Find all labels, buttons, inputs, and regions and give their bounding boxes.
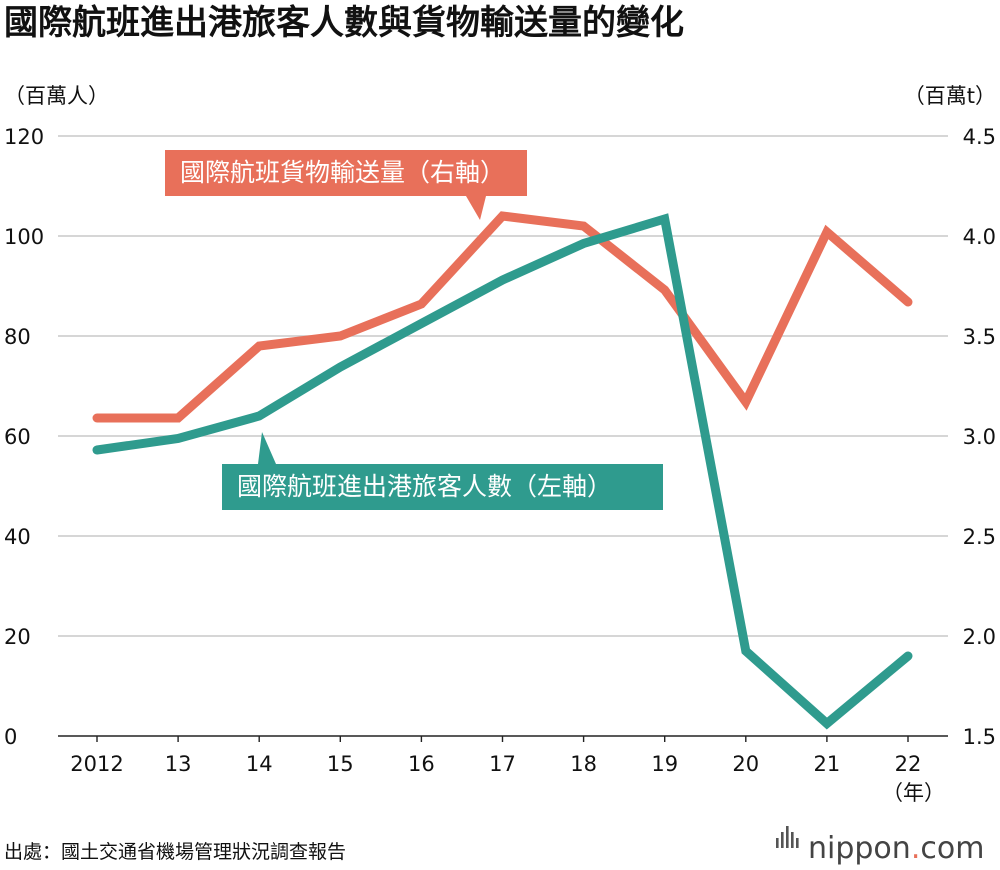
left-tick-label: 60 <box>4 425 31 449</box>
left-axis-ticks: 0 20 40 60 80 100 120 <box>4 125 44 749</box>
right-axis-ticks: 1.5 2.0 2.5 3.0 3.5 4.0 4.5 <box>963 125 996 749</box>
right-tick-label: 2.5 <box>963 525 996 549</box>
right-tick-label: 3.0 <box>963 425 996 449</box>
cargo-callout-box <box>165 150 527 196</box>
brand-wordmark: nippon.com <box>808 831 984 866</box>
right-tick-label: 2.0 <box>963 625 996 649</box>
gridlines <box>58 135 948 637</box>
series-lines <box>92 211 913 730</box>
left-tick-label: 80 <box>4 325 31 349</box>
nippon-logo: nippon.com <box>776 826 984 866</box>
x-tick-label: 20 <box>732 752 759 776</box>
x-tick-label: 15 <box>327 752 354 776</box>
left-tick-label: 100 <box>4 225 44 249</box>
cargo-series-line <box>92 211 913 423</box>
right-tick-label: 1.5 <box>963 725 996 749</box>
right-axis-unit: （百萬t） <box>904 84 996 108</box>
left-tick-label: 120 <box>4 125 44 149</box>
right-tick-label: 4.5 <box>963 125 996 149</box>
logo-bar <box>781 832 784 848</box>
x-tick-label: 22 <box>895 752 922 776</box>
cargo-callout: 國際航班貨物輸送量（右軸） <box>165 150 527 220</box>
left-tick-label: 0 <box>4 725 17 749</box>
x-axis-unit: （年） <box>882 781 945 805</box>
passengers-callout-box <box>222 464 663 510</box>
x-tick-label: 19 <box>651 752 678 776</box>
passengers-callout: 國際航班進出港旅客人數（左軸） <box>222 432 663 510</box>
right-tick-label: 3.5 <box>963 325 996 349</box>
left-tick-label: 40 <box>4 525 31 549</box>
passengers-series-line <box>92 213 913 730</box>
source-note: 出處：國土交通省機場管理狀況調查報告 <box>4 841 346 863</box>
x-tick-label: 2012 <box>70 752 123 776</box>
x-tick-label: 21 <box>814 752 841 776</box>
logo-bar <box>796 838 799 848</box>
left-tick-label: 20 <box>4 625 31 649</box>
right-tick-label: 4.0 <box>963 225 996 249</box>
left-axis-unit: （百萬人） <box>4 84 109 108</box>
x-tick-label: 14 <box>246 752 273 776</box>
logo-bar <box>791 832 794 848</box>
cargo-callout-label: 國際航班貨物輸送量（右軸） <box>180 158 505 187</box>
passengers-callout-pointer <box>258 432 276 464</box>
logo-bar <box>786 826 789 848</box>
chart-title: 國際航班進出港旅客人數與貨物輸送量的變化 <box>4 3 684 43</box>
x-tick-label: 17 <box>489 752 516 776</box>
logo-bars-icon <box>776 826 799 848</box>
logo-bar <box>776 838 779 848</box>
passengers-callout-label: 國際航班進出港旅客人數（左軸） <box>237 472 612 501</box>
x-tick-label: 16 <box>408 752 435 776</box>
x-tick-label: 13 <box>165 752 192 776</box>
x-axis: 2012 13 14 15 16 17 18 19 20 21 22 <box>58 735 948 776</box>
cargo-callout-pointer <box>466 196 486 220</box>
x-tick-label: 18 <box>570 752 597 776</box>
